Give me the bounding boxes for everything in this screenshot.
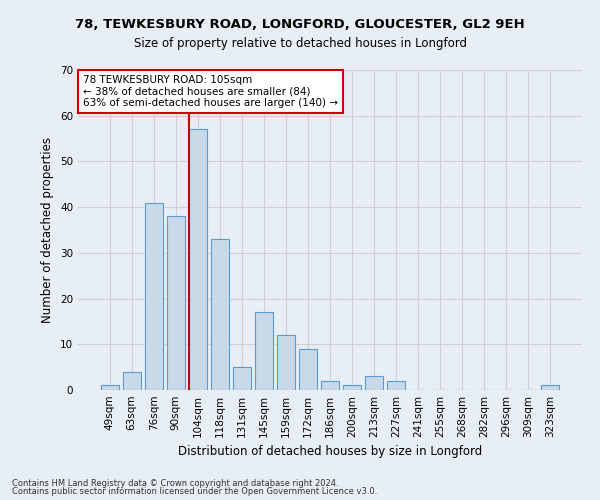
Bar [255,312,273,390]
Text: Contains public sector information licensed under the Open Government Licence v3: Contains public sector information licen… [12,487,377,496]
Bar [123,372,140,390]
Bar [101,386,119,390]
Bar [277,335,295,390]
Bar [167,216,185,390]
Text: Contains HM Land Registry data © Crown copyright and database right 2024.: Contains HM Land Registry data © Crown c… [12,478,338,488]
Bar [211,239,229,390]
X-axis label: Distribution of detached houses by size in Longford: Distribution of detached houses by size … [178,446,482,458]
Bar [321,381,339,390]
Bar [189,130,206,390]
Bar [365,376,383,390]
Bar [343,386,361,390]
Text: Size of property relative to detached houses in Longford: Size of property relative to detached ho… [133,38,467,51]
Bar [299,349,317,390]
Text: 78, TEWKESBURY ROAD, LONGFORD, GLOUCESTER, GL2 9EH: 78, TEWKESBURY ROAD, LONGFORD, GLOUCESTE… [75,18,525,30]
Bar [145,202,163,390]
Bar [541,386,559,390]
Bar [233,367,251,390]
Text: 78 TEWKESBURY ROAD: 105sqm
← 38% of detached houses are smaller (84)
63% of semi: 78 TEWKESBURY ROAD: 105sqm ← 38% of deta… [83,75,338,108]
Y-axis label: Number of detached properties: Number of detached properties [41,137,55,323]
Bar [387,381,405,390]
